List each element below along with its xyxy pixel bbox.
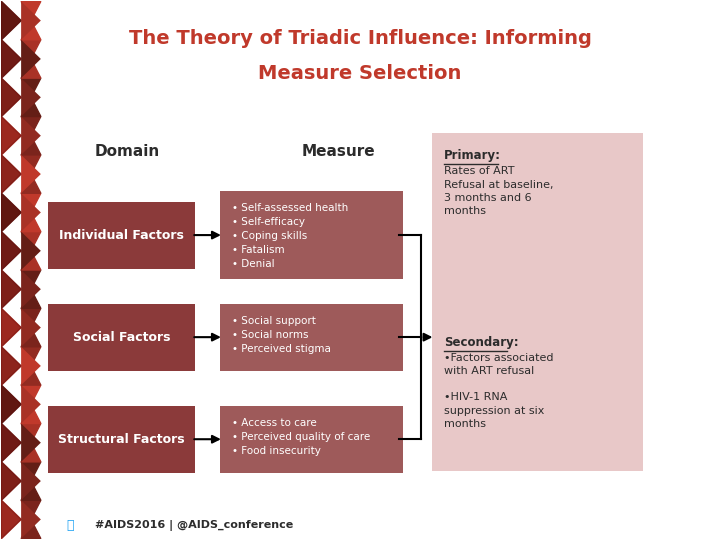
Polygon shape — [21, 385, 41, 423]
Polygon shape — [21, 117, 41, 155]
Polygon shape — [21, 117, 41, 155]
Text: 🐦: 🐦 — [66, 519, 73, 532]
Polygon shape — [1, 78, 21, 117]
FancyBboxPatch shape — [220, 303, 403, 371]
Polygon shape — [1, 40, 21, 78]
Text: The Theory of Triadic Influence: Informing: The Theory of Triadic Influence: Informi… — [129, 30, 591, 49]
Polygon shape — [21, 308, 41, 347]
Polygon shape — [1, 40, 21, 78]
Polygon shape — [21, 78, 41, 117]
Polygon shape — [21, 423, 41, 462]
Polygon shape — [21, 193, 41, 232]
Text: Rates of ART
Refusal at baseline,
3 months and 6
months: Rates of ART Refusal at baseline, 3 mont… — [444, 166, 554, 216]
FancyBboxPatch shape — [48, 303, 195, 371]
Text: Outcome: Outcome — [505, 144, 581, 159]
Polygon shape — [21, 78, 41, 117]
Polygon shape — [1, 2, 21, 40]
Polygon shape — [21, 40, 41, 78]
Polygon shape — [1, 193, 21, 232]
Polygon shape — [21, 500, 41, 538]
Polygon shape — [1, 193, 21, 232]
Polygon shape — [1, 308, 21, 347]
Text: Individual Factors: Individual Factors — [59, 228, 184, 241]
Polygon shape — [1, 232, 21, 270]
Polygon shape — [1, 423, 21, 462]
FancyBboxPatch shape — [432, 133, 643, 471]
FancyBboxPatch shape — [48, 201, 195, 269]
Text: #AIDS2016 | @AIDS_conference: #AIDS2016 | @AIDS_conference — [94, 519, 293, 531]
Text: Social Factors: Social Factors — [73, 330, 170, 343]
Polygon shape — [21, 347, 41, 385]
Polygon shape — [1, 500, 21, 538]
Polygon shape — [21, 270, 41, 308]
Polygon shape — [1, 462, 21, 500]
Polygon shape — [21, 40, 41, 78]
Polygon shape — [1, 40, 21, 78]
Polygon shape — [21, 155, 41, 193]
Polygon shape — [21, 462, 41, 500]
FancyBboxPatch shape — [48, 406, 195, 473]
Text: Measure: Measure — [302, 144, 375, 159]
Polygon shape — [1, 385, 21, 423]
Text: Measure Selection: Measure Selection — [258, 64, 462, 83]
Polygon shape — [21, 2, 41, 40]
Polygon shape — [21, 232, 41, 270]
Polygon shape — [21, 462, 41, 500]
Polygon shape — [1, 308, 21, 347]
Polygon shape — [1, 423, 21, 462]
Polygon shape — [1, 232, 21, 270]
Text: • Access to care
• Perceived quality of care
• Food insecurity: • Access to care • Perceived quality of … — [233, 418, 371, 456]
Polygon shape — [1, 500, 21, 538]
Text: Secondary:: Secondary: — [444, 335, 518, 348]
Polygon shape — [1, 117, 21, 155]
Polygon shape — [1, 155, 21, 193]
Polygon shape — [1, 308, 21, 347]
Text: Domain: Domain — [94, 144, 160, 159]
Text: •Factors associated
with ART refusal

•HIV-1 RNA
suppression at six
months: •Factors associated with ART refusal •HI… — [444, 353, 554, 429]
Polygon shape — [21, 500, 41, 538]
Polygon shape — [1, 423, 21, 462]
Polygon shape — [1, 78, 21, 117]
Polygon shape — [21, 308, 41, 347]
Polygon shape — [1, 347, 21, 385]
Polygon shape — [21, 155, 41, 193]
Polygon shape — [1, 347, 21, 385]
Polygon shape — [21, 2, 41, 40]
Polygon shape — [1, 270, 21, 308]
Text: • Self-assessed health
• Self-efficacy
• Coping skills
• Fatalism
• Denial: • Self-assessed health • Self-efficacy •… — [233, 203, 348, 269]
Polygon shape — [1, 78, 21, 117]
Polygon shape — [1, 2, 21, 40]
Polygon shape — [1, 462, 21, 500]
Polygon shape — [1, 232, 21, 270]
Polygon shape — [1, 462, 21, 500]
Polygon shape — [21, 347, 41, 385]
Text: Primary:: Primary: — [444, 149, 501, 162]
Polygon shape — [21, 270, 41, 308]
Polygon shape — [1, 347, 21, 385]
Polygon shape — [1, 117, 21, 155]
Polygon shape — [1, 270, 21, 308]
Text: • Social support
• Social norms
• Perceived stigma: • Social support • Social norms • Percei… — [233, 316, 331, 354]
Text: Structural Factors: Structural Factors — [58, 433, 185, 446]
FancyBboxPatch shape — [220, 191, 403, 279]
Polygon shape — [21, 232, 41, 270]
Polygon shape — [21, 193, 41, 232]
Polygon shape — [1, 193, 21, 232]
Polygon shape — [1, 2, 21, 40]
Polygon shape — [1, 385, 21, 423]
Polygon shape — [21, 385, 41, 423]
Polygon shape — [21, 423, 41, 462]
Polygon shape — [1, 117, 21, 155]
Polygon shape — [1, 155, 21, 193]
Polygon shape — [1, 155, 21, 193]
Polygon shape — [1, 270, 21, 308]
Polygon shape — [1, 385, 21, 423]
Polygon shape — [1, 500, 21, 538]
FancyBboxPatch shape — [220, 406, 403, 473]
